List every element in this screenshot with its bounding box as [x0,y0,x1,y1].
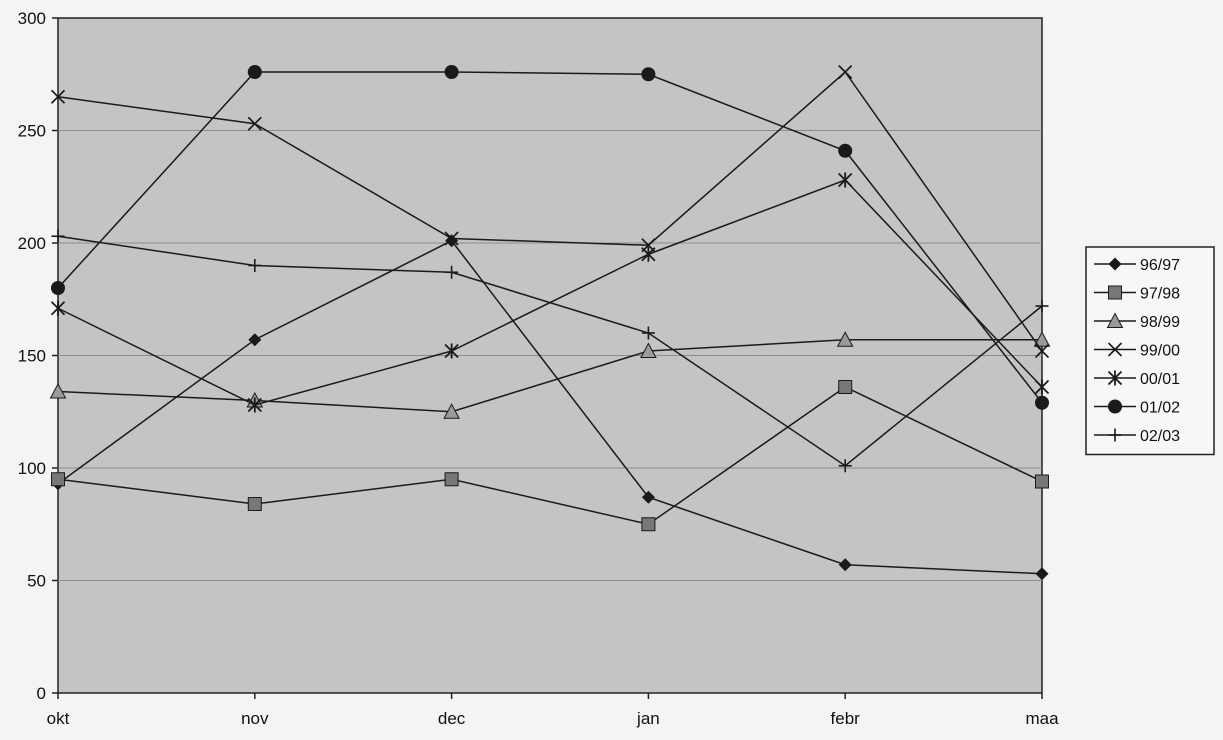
series-line [57,235,1043,467]
legend-box [1085,246,1215,456]
marker-plus [51,229,65,243]
marker-plus [838,459,852,473]
series-96-97 [51,234,1049,581]
y-tick-label: 200 [18,234,46,253]
y-tick-label: 150 [18,347,46,366]
marker-square [641,517,656,532]
legend-entry: 97/98 [1094,285,1180,303]
y-tick-label: 0 [37,684,46,703]
series-line [57,239,1043,575]
marker-triangle [1106,312,1124,328]
x-tick-label: okt [47,709,70,728]
gridlines [52,17,1043,699]
series-97-98 [51,380,1049,532]
legend-label: 00/01 [1140,371,1180,388]
marker-circle [51,281,65,295]
marker-square [1108,285,1122,300]
legend-entry: 00/01 [1094,370,1180,388]
marker-square [444,472,459,487]
legend-entry: 96/97 [1094,257,1180,274]
legend-entry: 01/02 [1094,399,1180,417]
series-line [57,386,1043,526]
marker-triangle [836,331,854,347]
marker-diamond [1108,257,1122,271]
marker-x [1034,343,1050,359]
y-tick-label: 50 [27,572,46,591]
marker-square [838,380,853,394]
marker-plus [445,265,459,279]
marker-circle [444,65,459,79]
series-line [57,339,1042,413]
marker-plus [248,259,262,272]
marker-x [247,116,262,131]
series-layer [49,64,1051,581]
x-tick-label: febr [831,709,861,728]
series-line [57,70,1043,352]
marker-triangle [640,342,657,358]
marker-asterisk [1034,379,1050,395]
marker-asterisk [50,300,66,316]
marker-x [838,64,853,80]
marker-asterisk [444,343,459,359]
x-tick-label: jan [636,709,660,728]
legend-label: 99/00 [1140,343,1180,360]
marker-circle [838,143,853,158]
marker-circle [1108,399,1122,414]
marker-diamond [1035,567,1049,581]
marker-triangle [49,382,67,399]
marker-asterisk [641,246,656,262]
y-tick-label: 300 [18,9,46,28]
legend-entry: 99/00 [1094,342,1180,360]
legend-entry: 02/03 [1094,428,1180,445]
marker-square [1035,474,1049,489]
legend-label: 02/03 [1140,428,1180,445]
marker-plus [1108,428,1122,442]
legend-label: 98/99 [1140,314,1180,331]
x-axis-tick-labels: okt nov dec jan febr maa [47,709,1059,728]
legend-label: 96/97 [1140,257,1180,274]
series-01-02 [51,65,1049,410]
marker-asterisk [838,172,853,188]
x-tick-label: nov [241,709,269,728]
marker-square [247,497,262,511]
legend-entry: 98/99 [1094,312,1180,331]
marker-circle [247,65,262,79]
series-99-00 [50,64,1050,359]
x-tick-label: dec [438,709,466,728]
marker-asterisk [247,397,262,413]
y-axis-tick-labels: 0 50 100 150 200 250 300 [18,9,46,703]
series-line [57,71,1043,404]
marker-square [51,472,65,487]
y-tick-label: 100 [18,459,46,478]
marker-asterisk [1107,370,1123,386]
marker-diamond [445,234,459,248]
marker-plus [1035,299,1049,313]
marker-triangle [443,403,460,419]
marker-x [50,89,66,104]
y-tick-label: 250 [18,122,46,141]
marker-x [1107,342,1123,357]
legend-label: 97/98 [1140,286,1180,303]
series-02-03 [51,229,1049,473]
marker-circle [641,67,656,82]
marker-x [444,231,459,246]
marker-triangle [1033,331,1051,347]
marker-diamond [248,333,262,347]
legend: 96/97 97/98 98/99 99/00 00/01 01/02 02/03 [1085,246,1215,456]
marker-diamond [641,490,655,504]
marker-plus [641,326,655,340]
legend-label: 01/02 [1140,400,1180,417]
marker-circle [1035,395,1049,410]
marker-diamond [838,558,852,572]
x-tick-label: maa [1025,709,1059,728]
